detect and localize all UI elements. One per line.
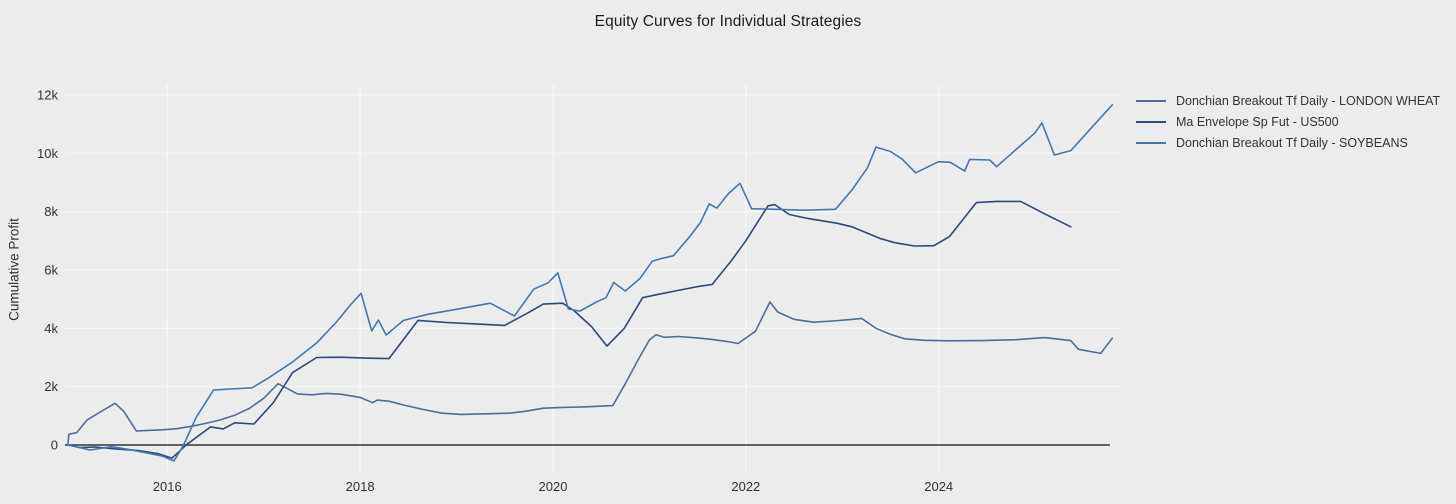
y-tick-label: 6k <box>44 262 58 277</box>
chart-title: Equity Curves for Individual Strategies <box>594 13 862 30</box>
legend-label: Ma Envelope Sp Fut - US500 <box>1176 114 1339 129</box>
series-line-ma-envelope-sp-fut-us500 <box>67 200 1072 459</box>
legend-line-swatch <box>1136 120 1166 123</box>
legend-item[interactable]: Ma Envelope Sp Fut - US500 <box>1136 111 1440 132</box>
x-tick-label: 2018 <box>346 479 375 494</box>
legend: Donchian Breakout Tf Daily - LONDON WHEA… <box>1136 90 1440 153</box>
y-tick-label: 10k <box>37 146 58 161</box>
legend-label: Donchian Breakout Tf Daily - LONDON WHEA… <box>1176 93 1441 108</box>
legend-item[interactable]: Donchian Breakout Tf Daily - SOYBEANS <box>1136 132 1440 153</box>
y-tick-label: 4k <box>44 321 58 336</box>
y-axis-title: Cumulative Profit <box>6 218 22 321</box>
y-tick-label: 8k <box>44 204 58 219</box>
legend-label: Donchian Breakout Tf Daily - SOYBEANS <box>1176 135 1408 150</box>
series-line-donchian-breakout-tf-daily-soybeans <box>67 104 1114 462</box>
x-tick-label: 2020 <box>539 479 568 494</box>
legend-line-swatch <box>1136 141 1166 144</box>
x-tick-label: 2024 <box>924 479 953 494</box>
y-tick-label: 0 <box>51 437 58 452</box>
y-tick-label: 2k <box>44 379 58 394</box>
legend-item[interactable]: Donchian Breakout Tf Daily - LONDON WHEA… <box>1136 90 1440 111</box>
series-line-donchian-breakout-tf-daily-london-wheat <box>67 301 1114 445</box>
y-tick-label: 12k <box>37 87 58 102</box>
x-tick-label: 2016 <box>153 479 182 494</box>
x-tick-label: 2022 <box>731 479 760 494</box>
legend-line-swatch <box>1136 99 1166 102</box>
